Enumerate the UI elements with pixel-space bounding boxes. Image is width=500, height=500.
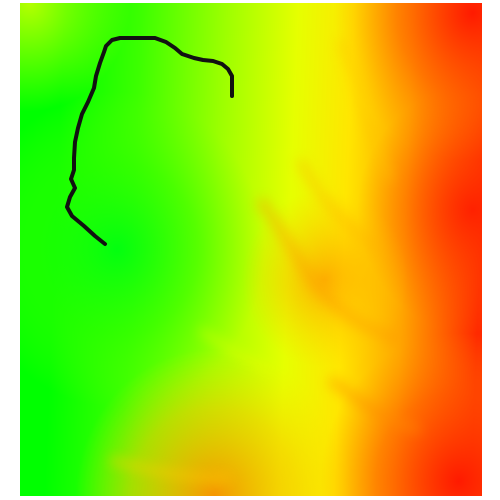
terrain-ridges <box>109 38 422 483</box>
elevation-raster <box>20 3 482 496</box>
route-path[interactable] <box>65 36 234 246</box>
